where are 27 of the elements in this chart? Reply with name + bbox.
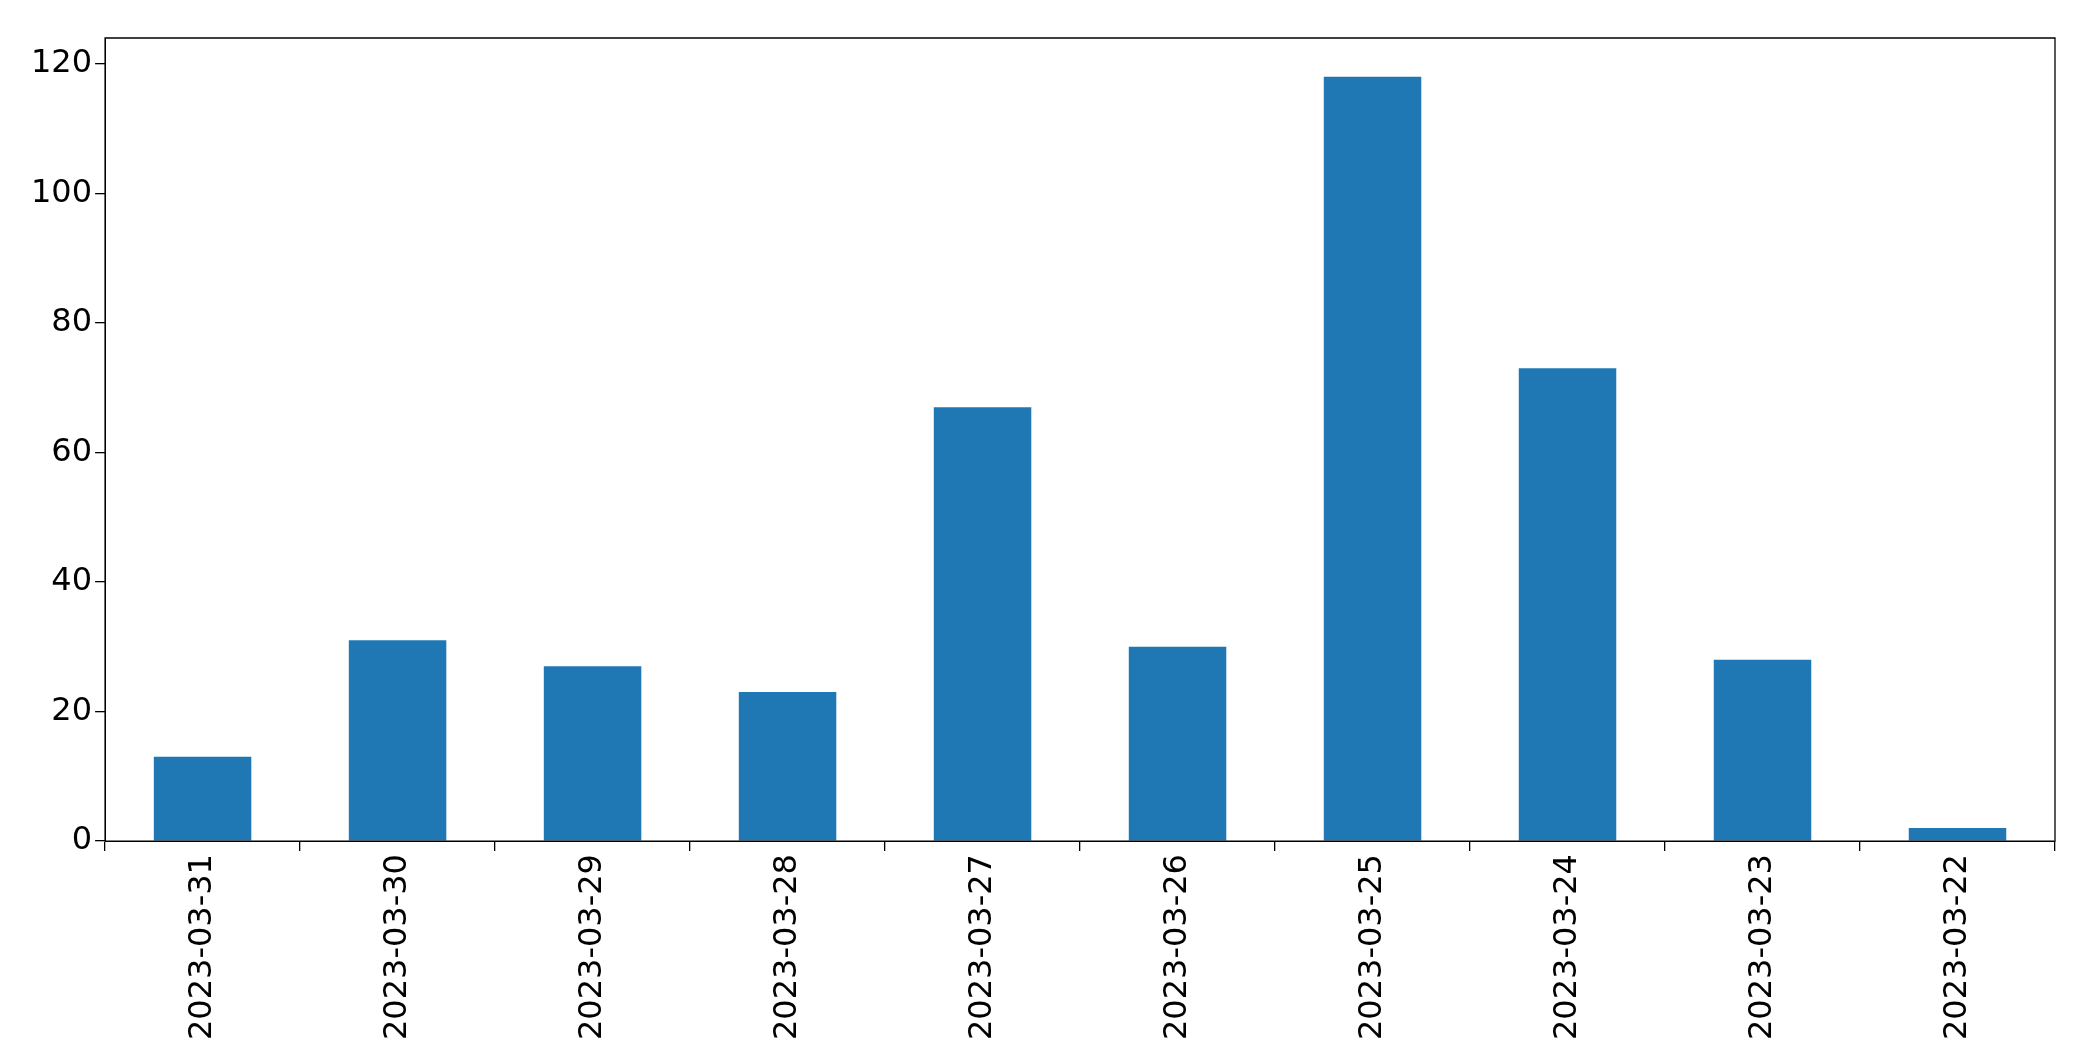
y-tick-label: 100	[31, 171, 93, 210]
bar	[1128, 646, 1227, 841]
y-tick-label: 20	[51, 689, 93, 728]
bar	[1908, 828, 2007, 841]
bar	[1713, 659, 1812, 841]
x-tick-label: 2023-03-23	[1740, 854, 1779, 1040]
x-tick-label: 2023-03-27	[960, 854, 999, 1040]
bar	[933, 407, 1032, 841]
bar	[543, 666, 642, 841]
bar	[1323, 76, 1422, 841]
x-tick-label: 2023-03-29	[570, 854, 609, 1040]
y-tick-label: 60	[51, 430, 93, 469]
y-tick-label: 80	[51, 301, 93, 340]
y-tick-label: 40	[51, 560, 93, 599]
y-tick-label: 0	[71, 819, 93, 858]
x-tick-label: 2023-03-25	[1350, 854, 1389, 1040]
bar	[153, 756, 252, 841]
x-tick-label: 2023-03-24	[1545, 854, 1584, 1040]
bar	[1518, 368, 1617, 841]
bar	[738, 692, 837, 841]
bar	[348, 640, 447, 841]
x-tick-label: 2023-03-22	[1935, 854, 1974, 1040]
x-tick-label: 2023-03-26	[1155, 854, 1194, 1040]
x-tick-label: 2023-03-30	[375, 854, 414, 1040]
y-tick-label: 120	[31, 42, 93, 81]
x-tick-label: 2023-03-28	[765, 854, 804, 1040]
x-tick-label: 2023-03-31	[180, 854, 219, 1040]
